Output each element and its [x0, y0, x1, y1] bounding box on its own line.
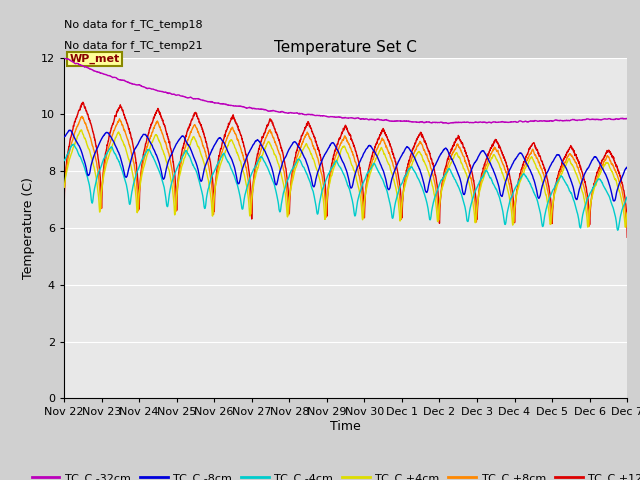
TC_C -8cm [301, 156, 309, 162]
TC_C -32cm [579, 117, 586, 123]
TC_C -32cm [623, 116, 631, 121]
TC_C +4cm [77, 127, 85, 133]
TC_C -4cm [297, 158, 305, 164]
TC_C +4cm [301, 143, 309, 148]
TC_C -8cm [328, 140, 335, 146]
TC_C -8cm [578, 178, 586, 184]
TC_C +12cm [623, 234, 631, 240]
TC_C -32cm [328, 114, 335, 120]
TC_C +8cm [469, 187, 477, 193]
TC_C -4cm [70, 142, 77, 147]
TC_C -4cm [606, 196, 614, 202]
TC_C -32cm [60, 55, 68, 60]
TC_C +8cm [78, 113, 86, 119]
TC_C -4cm [60, 157, 68, 163]
TC_C -8cm [623, 165, 631, 170]
TC_C +8cm [60, 187, 68, 193]
TC_C +4cm [623, 210, 631, 216]
TC_C +12cm [297, 137, 305, 143]
TC_C +4cm [578, 188, 586, 193]
Legend: TC_C -32cm, TC_C -8cm, TC_C -4cm, TC_C +4cm, TC_C +8cm, TC_C +12cm: TC_C -32cm, TC_C -8cm, TC_C -4cm, TC_C +… [28, 468, 640, 480]
TC_C -32cm [470, 120, 477, 126]
X-axis label: Time: Time [330, 420, 361, 433]
Text: No data for f_TC_temp21: No data for f_TC_temp21 [64, 40, 203, 51]
Line: TC_C -4cm: TC_C -4cm [64, 144, 627, 230]
TC_C -8cm [469, 162, 477, 168]
TC_C +4cm [621, 224, 629, 230]
TC_C +4cm [606, 165, 614, 171]
Y-axis label: Temperature (C): Temperature (C) [22, 177, 35, 279]
TC_C -32cm [606, 116, 614, 122]
TC_C -8cm [65, 127, 73, 133]
TC_C +12cm [60, 216, 68, 222]
Line: TC_C +12cm: TC_C +12cm [64, 102, 627, 237]
TC_C +12cm [301, 125, 309, 131]
TC_C +12cm [328, 162, 335, 168]
TC_C +12cm [606, 149, 614, 155]
TC_C +12cm [578, 169, 586, 175]
TC_C +4cm [328, 173, 335, 179]
TC_C +8cm [623, 214, 631, 219]
TC_C -8cm [297, 147, 305, 153]
TC_C +4cm [469, 202, 477, 208]
TC_C -4cm [623, 194, 631, 200]
TC_C -4cm [578, 216, 586, 222]
TC_C +8cm [301, 133, 309, 139]
TC_C -8cm [611, 198, 618, 204]
Line: TC_C -8cm: TC_C -8cm [64, 130, 627, 201]
TC_C -32cm [60, 55, 68, 60]
TC_C -4cm [614, 228, 621, 233]
Line: TC_C +8cm: TC_C +8cm [64, 116, 627, 227]
TC_C -32cm [297, 111, 305, 117]
TC_C -32cm [445, 120, 452, 126]
TC_C +8cm [297, 144, 305, 150]
TC_C -4cm [328, 165, 335, 170]
Title: Temperature Set C: Temperature Set C [274, 40, 417, 55]
TC_C -4cm [301, 168, 309, 173]
Line: TC_C -32cm: TC_C -32cm [64, 58, 627, 123]
TC_C +12cm [79, 99, 87, 105]
Line: TC_C +4cm: TC_C +4cm [64, 130, 627, 227]
TC_C +12cm [469, 177, 477, 183]
TC_C +8cm [578, 177, 586, 182]
TC_C +8cm [328, 167, 335, 173]
TC_C +4cm [297, 152, 305, 158]
Text: WP_met: WP_met [70, 54, 120, 64]
TC_C +8cm [606, 158, 614, 164]
TC_C -32cm [301, 112, 309, 118]
TC_C +8cm [623, 224, 630, 230]
TC_C -8cm [606, 184, 614, 190]
TC_C -4cm [469, 194, 477, 200]
TC_C -8cm [60, 134, 68, 140]
TC_C +4cm [60, 184, 68, 190]
Text: No data for f_TC_temp18: No data for f_TC_temp18 [64, 19, 203, 30]
